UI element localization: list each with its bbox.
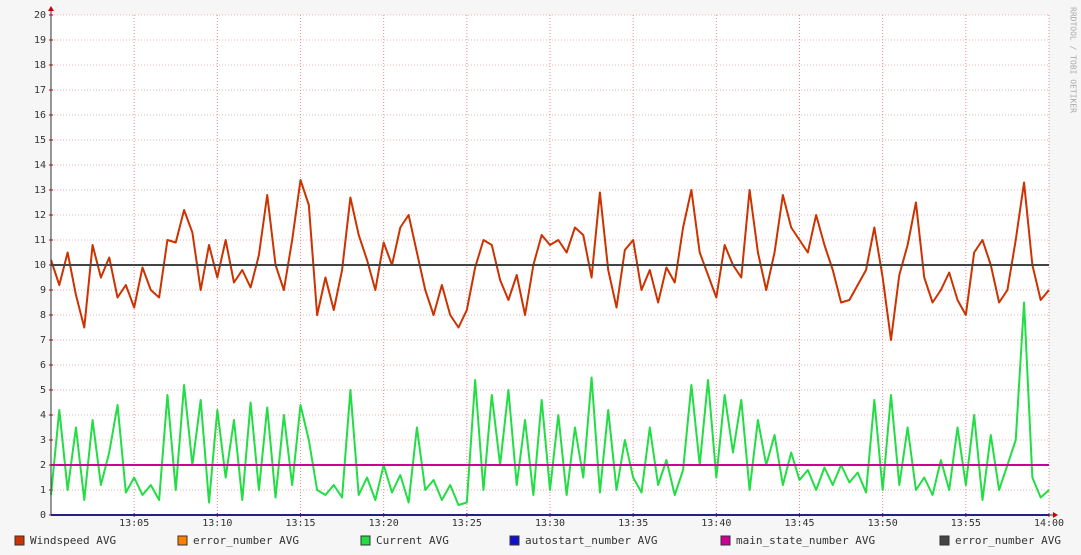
legend-swatch <box>720 535 731 546</box>
legend-label: main_state_number AVG <box>736 534 875 547</box>
x-tick-label: 13:55 <box>951 518 981 529</box>
series-line <box>50 179 1050 341</box>
y-tick-label: 6 <box>40 360 46 371</box>
y-tick-label: 5 <box>40 385 46 396</box>
y-tick-label: 0 <box>40 510 46 521</box>
legend-label: Windspeed AVG <box>30 534 116 547</box>
legend-swatch <box>509 535 520 546</box>
legend-label: autostart_number AVG <box>525 534 657 547</box>
y-tick-label: 16 <box>34 110 46 121</box>
x-tick-label: 13:35 <box>618 518 648 529</box>
y-tick-label: 13 <box>34 185 46 196</box>
legend-label: Current AVG <box>376 534 449 547</box>
y-tick-label: 2 <box>40 460 46 471</box>
legend-swatch <box>939 535 950 546</box>
y-tick-label: 20 <box>34 10 46 21</box>
y-axis-arrow <box>48 6 54 11</box>
y-tick-label: 11 <box>34 235 46 246</box>
y-tick-label: 12 <box>34 210 46 221</box>
y-tick-label: 18 <box>34 60 46 71</box>
y-tick-label: 1 <box>40 485 46 496</box>
x-tick-label: 14:00 <box>1034 518 1064 529</box>
legend-swatch <box>177 535 188 546</box>
y-tick-label: 15 <box>34 135 46 146</box>
x-tick-label: 13:20 <box>369 518 399 529</box>
series-line <box>50 301 1050 506</box>
x-tick-label: 13:15 <box>285 518 315 529</box>
x-tick-label: 13:05 <box>119 518 149 529</box>
legend-swatch <box>360 535 371 546</box>
x-tick-label: 13:25 <box>452 518 482 529</box>
x-tick-label: 13:30 <box>535 518 565 529</box>
y-tick-label: 8 <box>40 310 46 321</box>
watermark: RRDTOOL / TOBI OETIKER <box>1069 7 1078 113</box>
y-tick-label: 19 <box>34 35 46 46</box>
y-tick-label: 10 <box>34 260 46 271</box>
y-tick-label: 9 <box>40 285 46 296</box>
y-tick-label: 17 <box>34 85 46 96</box>
x-tick-label: 13:10 <box>202 518 232 529</box>
y-tick-label: 7 <box>40 335 46 346</box>
legend-swatch <box>14 535 25 546</box>
legend-label: error_number AVG <box>193 534 299 547</box>
x-tick-label: 13:50 <box>868 518 898 529</box>
x-tick-label: 13:40 <box>701 518 731 529</box>
legend-label: error_number AVG <box>955 534 1061 547</box>
y-tick-label: 4 <box>40 410 46 421</box>
y-tick-label: 3 <box>40 435 46 446</box>
x-axis-arrow <box>1053 512 1058 518</box>
y-tick-label: 14 <box>34 160 46 171</box>
x-tick-label: 13:45 <box>784 518 814 529</box>
